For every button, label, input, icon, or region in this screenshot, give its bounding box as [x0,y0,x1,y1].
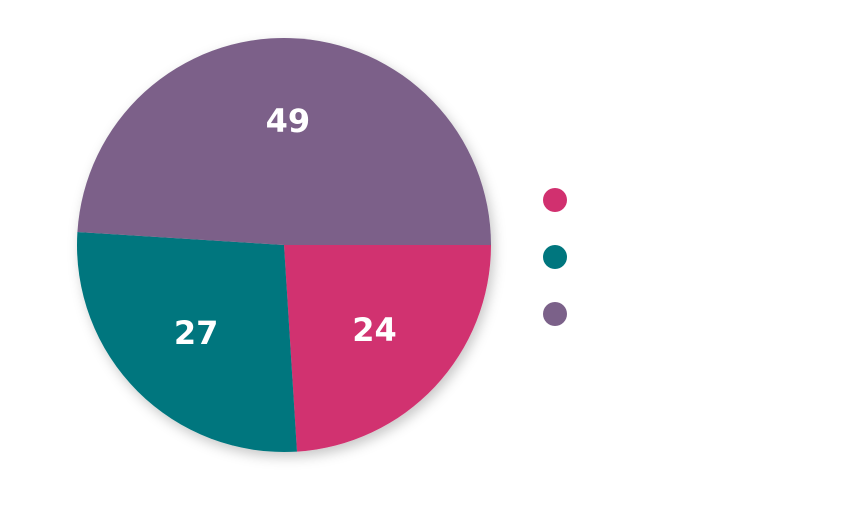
slice-data-label: 27 [174,314,219,352]
slice-labels: 24 27 49 [174,102,397,352]
pie-slices [77,38,491,452]
legend-marker [543,188,567,212]
pie-slice-49 [77,38,491,246]
legend-marker [543,245,567,269]
slice-data-label: 49 [266,102,311,140]
pie-slice-24 [284,245,491,452]
slice-data-label: 24 [352,311,397,349]
legend-marker [543,302,567,326]
legend [543,188,567,326]
pie-slice-27 [77,232,297,452]
